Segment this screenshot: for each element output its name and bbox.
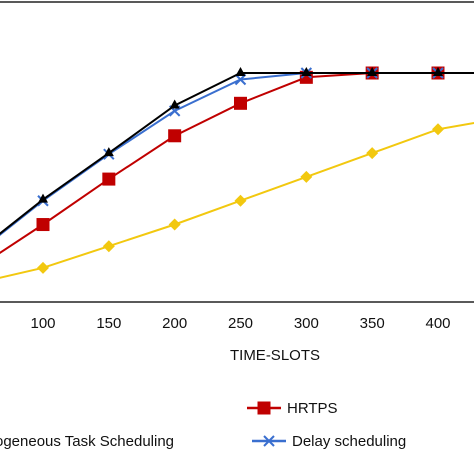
series-1 [0, 67, 474, 236]
data-point [432, 123, 444, 136]
data-point [168, 218, 181, 231]
x-tick-label: 200 [162, 315, 187, 332]
data-point [366, 147, 379, 160]
data-point [38, 193, 48, 203]
data-point [367, 67, 378, 76]
data-point [102, 172, 116, 186]
legend-entry: rogeneous Task Scheduling [0, 433, 174, 450]
legend-label: HRTPS [287, 400, 338, 417]
x-tick-label: 400 [425, 315, 450, 332]
x-tick-label: 100 [30, 315, 55, 332]
data-point [102, 240, 115, 253]
series-0 [0, 67, 474, 235]
x-tick-label: 150 [96, 315, 121, 332]
legend: HRTPS rogeneous Task Scheduling Delay sche… [0, 400, 406, 450]
data-point [36, 218, 50, 232]
data-point [433, 67, 443, 76]
series-layer [0, 66, 474, 279]
series-line [0, 121, 474, 279]
legend-entry: HRTPS [247, 400, 338, 417]
data-point [235, 67, 246, 76]
x-tick-label: 350 [360, 315, 385, 332]
plot-border [0, 1, 474, 303]
legend-label: Delay scheduling [292, 433, 406, 450]
legend-marker [257, 401, 271, 415]
data-point [234, 194, 247, 207]
data-point [301, 67, 312, 76]
data-point [234, 73, 247, 86]
x-axis-title: TIME-SLOTS [230, 347, 320, 364]
series-2 [0, 66, 474, 254]
data-point [300, 170, 313, 183]
data-point [168, 129, 182, 143]
data-point [37, 261, 49, 274]
legend-label: rogeneous Task Scheduling [0, 433, 174, 450]
data-point [234, 96, 247, 110]
x-tick-label: 250 [228, 315, 253, 332]
plot-frame [0, 1, 474, 303]
data-point [169, 99, 180, 109]
legend-entry: Delay scheduling [252, 433, 406, 450]
x-tick-label: 300 [294, 315, 319, 332]
legend-marker [263, 435, 275, 447]
series-3 [0, 121, 474, 279]
x-tick-labels: 100 150 200 250 300 350 400 [30, 315, 450, 332]
data-point [103, 147, 114, 157]
